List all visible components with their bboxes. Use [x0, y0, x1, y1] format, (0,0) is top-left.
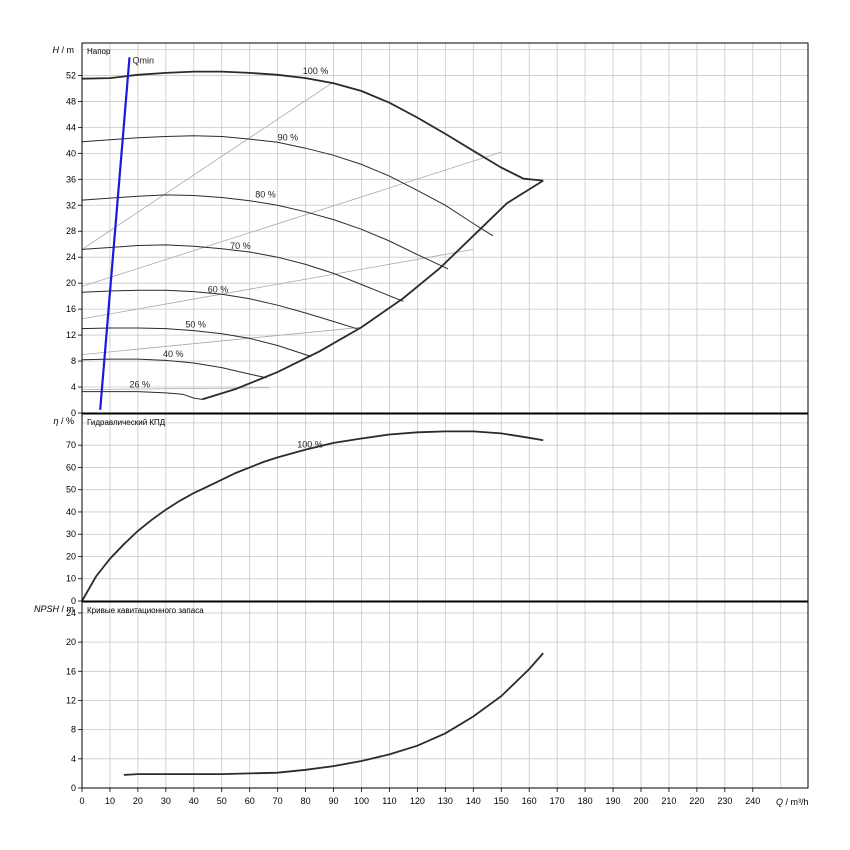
y-tick-label: 16: [66, 304, 76, 314]
y-tick-label: 16: [66, 666, 76, 676]
y-axis-label: η / %: [53, 416, 74, 426]
head-curve-label: 70 %: [230, 241, 251, 251]
head-curve-label: 90 %: [278, 132, 299, 142]
x-axis-label: Q / m³/h: [776, 797, 809, 807]
y-tick-label: 10: [66, 574, 76, 584]
y-tick-label: 0: [71, 408, 76, 418]
x-tick-label: 10: [105, 796, 115, 806]
y-tick-label: 36: [66, 174, 76, 184]
y-tick-label: 20: [66, 637, 76, 647]
y-tick-label: 24: [66, 608, 76, 618]
y-tick-label: 20: [66, 551, 76, 561]
y-tick-label: 70: [66, 440, 76, 450]
x-tick-label: 160: [522, 796, 537, 806]
y-tick-label: 52: [66, 70, 76, 80]
y-axis-label: NPSH / m: [34, 604, 74, 614]
x-tick-label: 100: [354, 796, 369, 806]
efficiency-line: [81, 81, 334, 250]
x-tick-label: 90: [329, 796, 339, 806]
panel-title: Кривые кавитационного запаса: [87, 606, 204, 615]
head-curve-label: 26 %: [130, 380, 151, 390]
panel-title: Гидравлический КПД: [87, 418, 166, 427]
series-label: 100 %: [297, 439, 323, 449]
y-tick-label: 44: [66, 122, 76, 132]
y-tick-label: 8: [71, 725, 76, 735]
y-tick-label: 50: [66, 485, 76, 495]
head-curve: [81, 135, 494, 237]
y-tick-label: 60: [66, 462, 76, 472]
x-tick-label: 200: [633, 796, 648, 806]
panel-frame: [81, 413, 809, 602]
efficiency-line: [81, 151, 502, 287]
y-tick-label: 12: [66, 330, 76, 340]
npsh-curve: [123, 652, 544, 776]
qmin-label: Qmin: [133, 55, 155, 65]
efficiency-curve: [81, 430, 544, 602]
y-tick-label: 0: [71, 783, 76, 793]
x-tick-label: 180: [578, 796, 593, 806]
x-tick-label: 80: [301, 796, 311, 806]
y-tick-label: 32: [66, 200, 76, 210]
x-tick-label: 70: [273, 796, 283, 806]
y-tick-label: 0: [71, 596, 76, 606]
x-tick-label: 0: [79, 796, 84, 806]
x-tick-label: 50: [217, 796, 227, 806]
panel-frame: [81, 42, 809, 414]
x-tick-label: 220: [689, 796, 704, 806]
y-tick-label: 28: [66, 226, 76, 236]
panel-title: Напор: [87, 47, 111, 56]
head-curve: [81, 358, 267, 379]
y-tick-label: 30: [66, 529, 76, 539]
y-tick-label: 4: [71, 382, 76, 392]
x-tick-label: 110: [382, 796, 396, 806]
efficiency-line: [81, 249, 474, 320]
y-tick-label: 8: [71, 356, 76, 366]
operating-limit-curve: [201, 179, 544, 401]
x-tick-label: 60: [245, 796, 255, 806]
head-curve-label: 40 %: [163, 349, 184, 359]
head-curve: [81, 194, 449, 270]
head-curve: [81, 244, 404, 302]
efficiency-line: [81, 326, 362, 355]
y-tick-label: 4: [71, 754, 76, 764]
x-tick-label: 120: [410, 796, 425, 806]
x-tick-label: 230: [717, 796, 732, 806]
head-curve: [81, 289, 359, 330]
y-tick-label: 40: [66, 507, 76, 517]
x-tick-label: 130: [438, 796, 453, 806]
x-tick-label: 150: [494, 796, 509, 806]
x-tick-label: 30: [161, 796, 171, 806]
x-tick-label: 190: [606, 796, 621, 806]
y-tick-label: 24: [66, 252, 76, 262]
qmin-line: [99, 57, 131, 410]
x-tick-label: 40: [189, 796, 199, 806]
x-tick-label: 240: [745, 796, 760, 806]
head-curve: [82, 391, 203, 400]
x-tick-label: 140: [466, 796, 481, 806]
x-tick-label: 210: [661, 796, 676, 806]
x-tick-label: 170: [550, 796, 565, 806]
head-curve-label: 60 %: [208, 284, 229, 294]
y-tick-label: 20: [66, 278, 76, 288]
head-curve-label: 80 %: [255, 189, 276, 199]
y-tick-label: 40: [66, 148, 76, 158]
y-tick-label: 48: [66, 96, 76, 106]
x-tick-label: 20: [133, 796, 143, 806]
head-curve-label: 50 %: [185, 319, 206, 329]
head-curve: [81, 70, 544, 182]
y-axis-label: H / m: [53, 45, 75, 55]
head-curve-label: 100 %: [303, 66, 329, 76]
head-curve: [81, 327, 312, 357]
y-tick-label: 12: [66, 695, 76, 705]
